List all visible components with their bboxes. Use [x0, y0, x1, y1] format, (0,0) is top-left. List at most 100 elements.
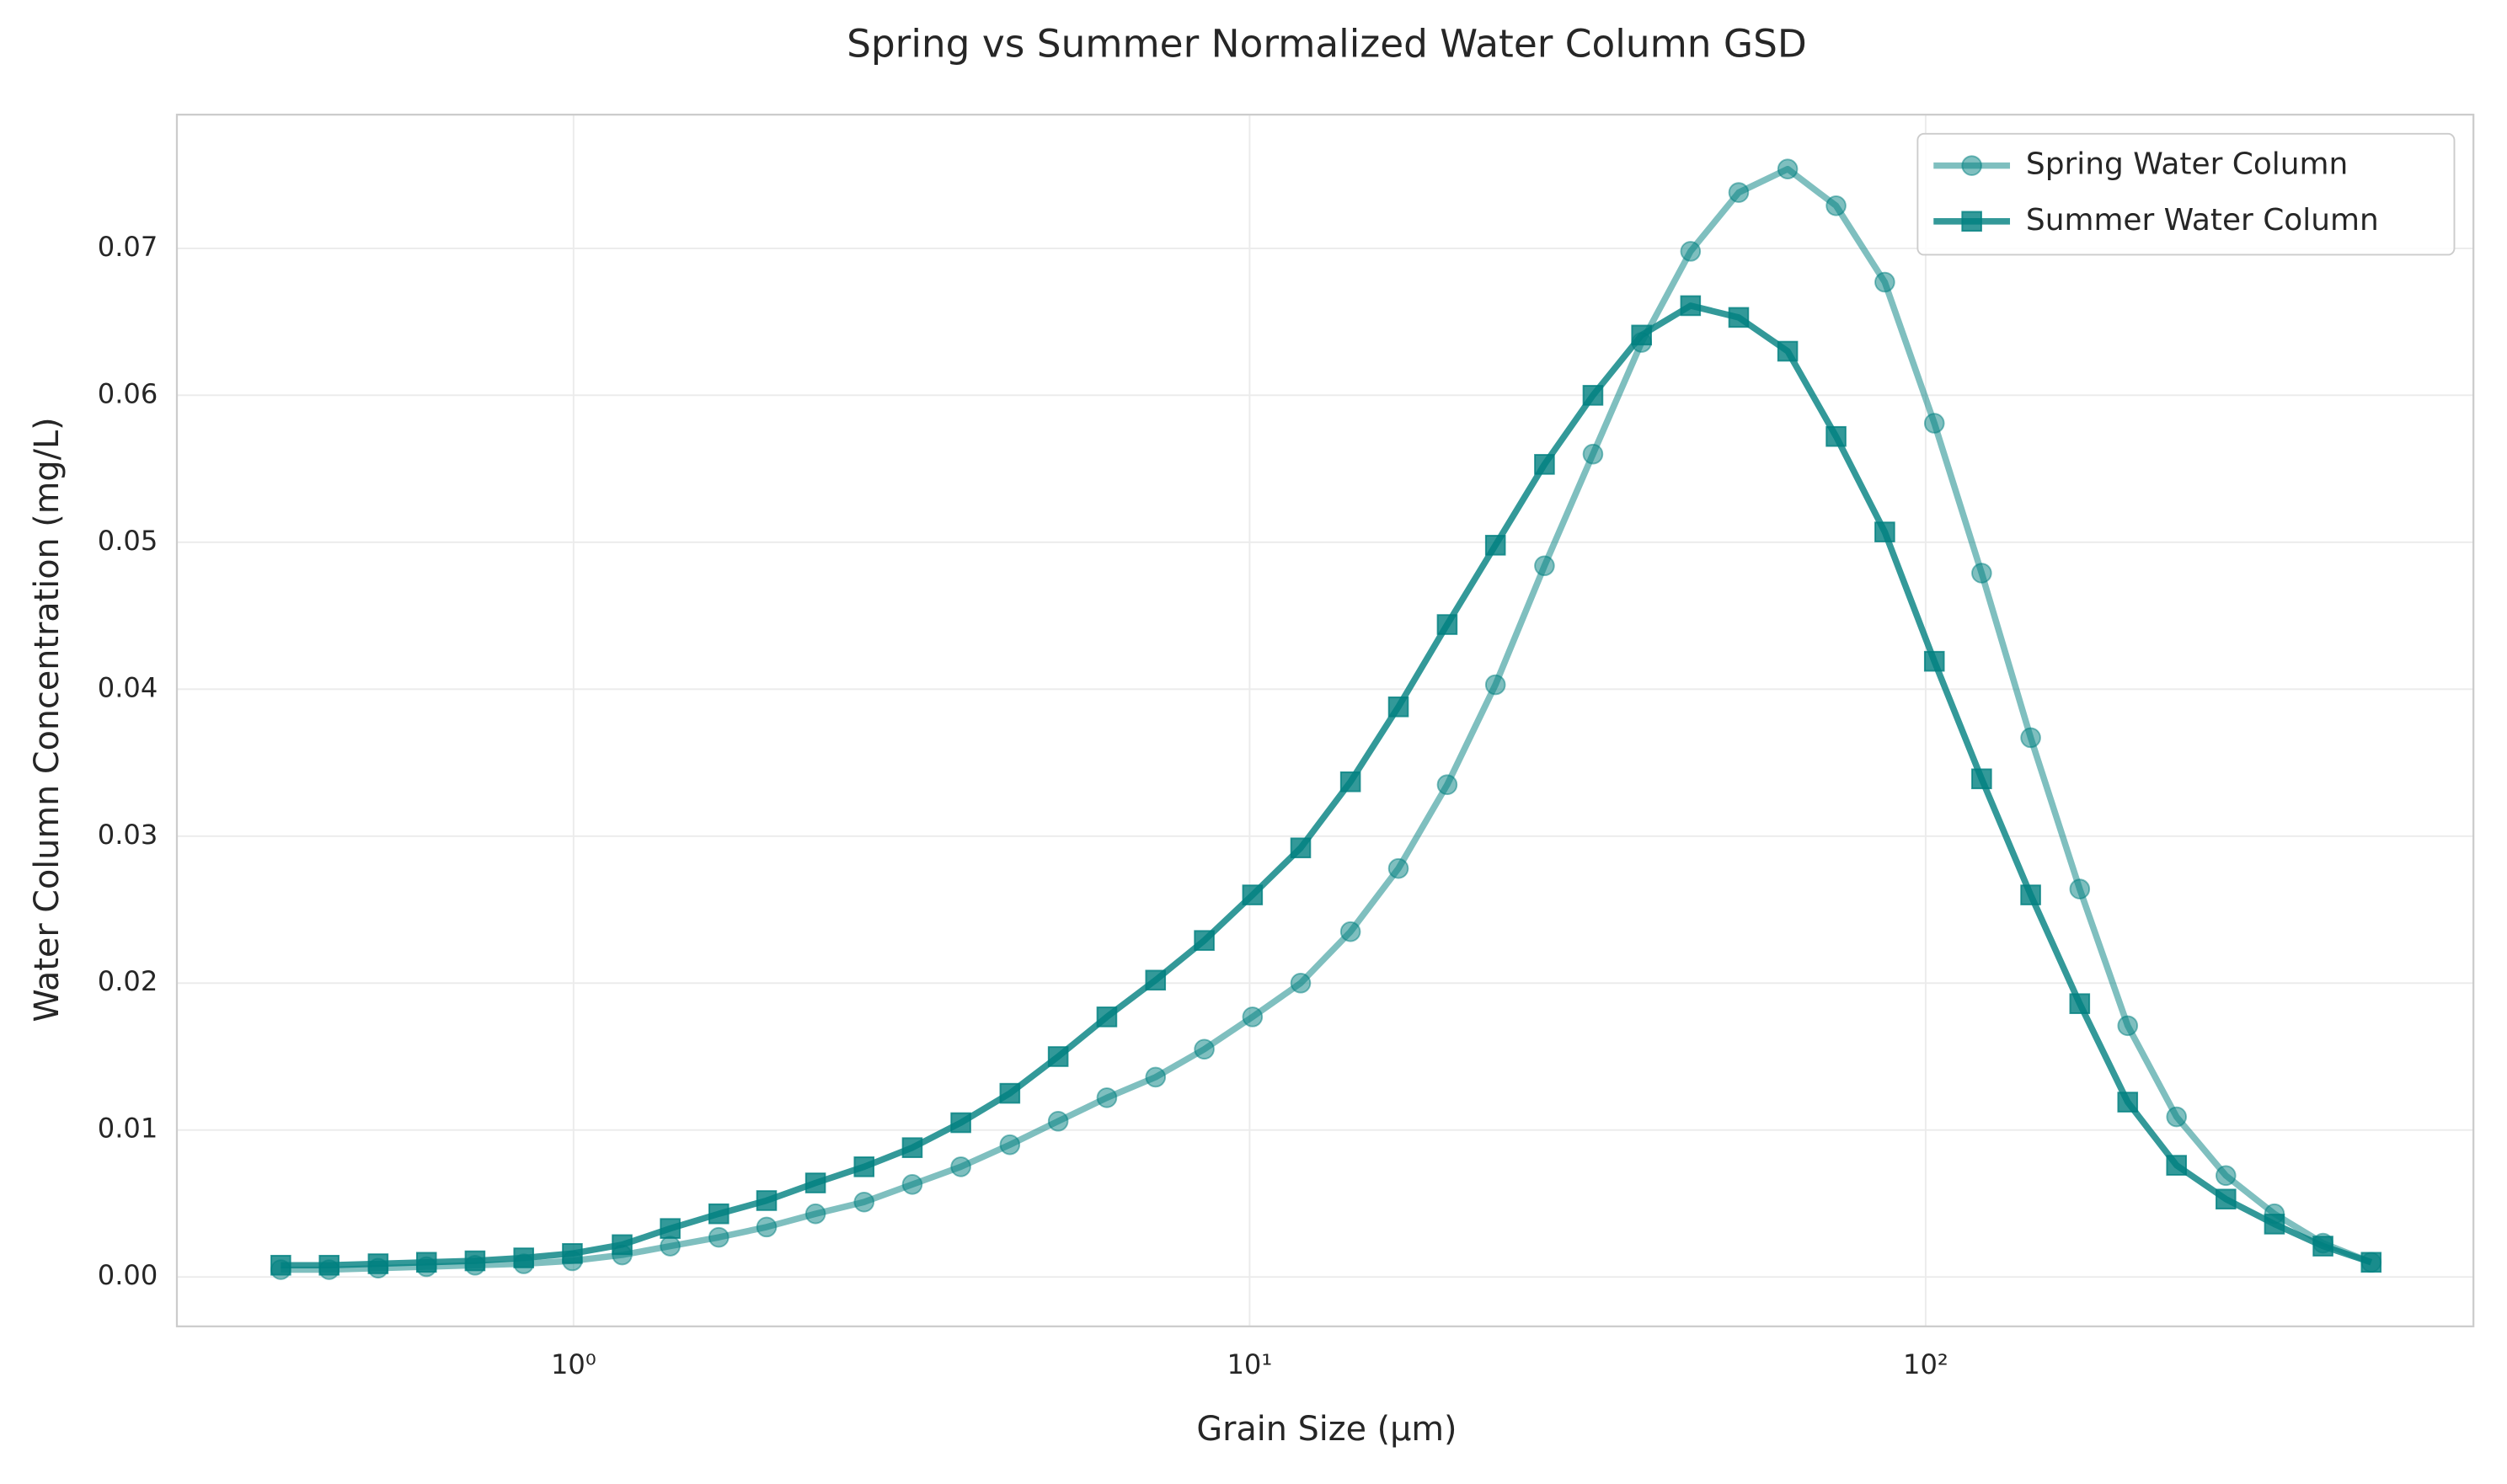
marker — [1047, 1110, 1069, 1132]
marker — [1534, 555, 1555, 577]
marker — [1339, 921, 1361, 942]
marker — [660, 1236, 681, 1257]
marker — [612, 1234, 633, 1256]
axes-frame — [175, 113, 2475, 1327]
marker — [1582, 443, 1604, 465]
marker — [1728, 307, 1750, 328]
marker — [2069, 993, 2091, 1014]
marker — [756, 1216, 778, 1238]
marker — [901, 1137, 923, 1158]
marker — [1971, 768, 1992, 790]
marker — [1923, 650, 1945, 672]
marker — [1874, 271, 1895, 293]
marker — [1534, 454, 1555, 475]
marker — [1923, 413, 1945, 434]
marker — [660, 1218, 681, 1239]
marker — [1145, 969, 1167, 991]
y-tick-label: 0.00 — [98, 1259, 158, 1291]
marker — [2360, 1252, 2382, 1273]
marker — [2312, 1236, 2333, 1257]
marker — [318, 1254, 339, 1276]
marker — [2020, 884, 2041, 905]
legend-marker — [1961, 211, 1982, 232]
marker — [464, 1250, 486, 1272]
marker — [1582, 385, 1604, 406]
chart-title: Spring vs Summer Normalized Water Column… — [847, 21, 1807, 66]
marker — [901, 1174, 923, 1195]
marker — [1047, 1046, 1069, 1067]
marker — [2117, 1092, 2139, 1113]
x-tick-label: 10¹ — [1227, 1348, 1272, 1380]
marker — [415, 1252, 437, 1273]
marker — [1971, 563, 1992, 584]
series — [270, 295, 2382, 1276]
marker — [1777, 340, 1799, 362]
x-tick-label: 10² — [1903, 1348, 1948, 1380]
marker — [2117, 1015, 2139, 1037]
marker — [1728, 182, 1750, 203]
marker — [1387, 857, 1409, 879]
marker — [1631, 324, 1652, 346]
marker — [999, 1134, 1021, 1156]
y-tick-label: 0.01 — [98, 1113, 158, 1145]
marker — [1096, 1087, 1118, 1108]
marker — [2166, 1155, 2188, 1176]
marker — [1680, 295, 1702, 317]
legend-label: Spring Water Column — [2026, 147, 2348, 182]
marker — [708, 1226, 730, 1248]
marker — [562, 1243, 583, 1264]
x-axis-label: Grain Size (µm) — [1196, 1410, 1457, 1449]
marker — [1680, 241, 1702, 262]
marker — [804, 1203, 826, 1225]
marker — [708, 1203, 730, 1225]
x-tick-label: 10⁰ — [551, 1348, 596, 1380]
y-tick-label: 0.02 — [98, 965, 158, 997]
legend-marker — [1961, 155, 1982, 176]
legend: Spring Water Column Summer Water Column — [1916, 132, 2456, 256]
marker — [513, 1247, 535, 1268]
grid: 10⁰ 10¹ 10² 0.00 0.01 0.02 0.03 0.04 0.05 0.06 0.0… — [98, 113, 2475, 1380]
series — [270, 158, 2382, 1280]
y-tick-label: 0.04 — [98, 671, 158, 703]
y-tick-label: 0.05 — [98, 525, 158, 557]
y-tick-label: 0.07 — [98, 231, 158, 263]
marker — [2020, 727, 2041, 749]
marker — [1436, 774, 1458, 796]
y-tick-label: 0.06 — [98, 377, 158, 409]
marker — [1777, 158, 1799, 179]
marker — [853, 1191, 875, 1213]
marker — [1825, 425, 1847, 447]
marker — [1484, 674, 1506, 696]
marker — [2069, 878, 2091, 899]
marker — [1194, 930, 1215, 951]
marker — [756, 1190, 778, 1211]
marker — [999, 1082, 1021, 1104]
marker — [1290, 837, 1312, 859]
marker — [1290, 972, 1312, 994]
marker — [1436, 614, 1458, 635]
marker — [950, 1156, 971, 1177]
marker — [270, 1254, 291, 1276]
marker — [367, 1253, 389, 1274]
marker — [1484, 535, 1506, 556]
y-axis-label: Water Column Concentration (mg/L) — [28, 417, 67, 1022]
marker — [1242, 1006, 1264, 1028]
marker — [804, 1172, 826, 1193]
marker — [2215, 1188, 2237, 1210]
marker — [2215, 1165, 2237, 1187]
marker — [1825, 195, 1847, 216]
marker — [1145, 1066, 1167, 1088]
marker — [1339, 771, 1361, 793]
y-tick-label: 0.03 — [98, 819, 158, 851]
marker — [1874, 521, 1895, 542]
plot-area — [270, 158, 2382, 1280]
marker — [1194, 1038, 1215, 1060]
marker — [2166, 1106, 2188, 1128]
legend-box — [1916, 132, 2456, 256]
legend-label: Summer Water Column — [2026, 203, 2379, 238]
marker — [950, 1112, 971, 1134]
marker — [2264, 1214, 2285, 1235]
marker — [1387, 696, 1409, 718]
marker — [853, 1156, 875, 1177]
